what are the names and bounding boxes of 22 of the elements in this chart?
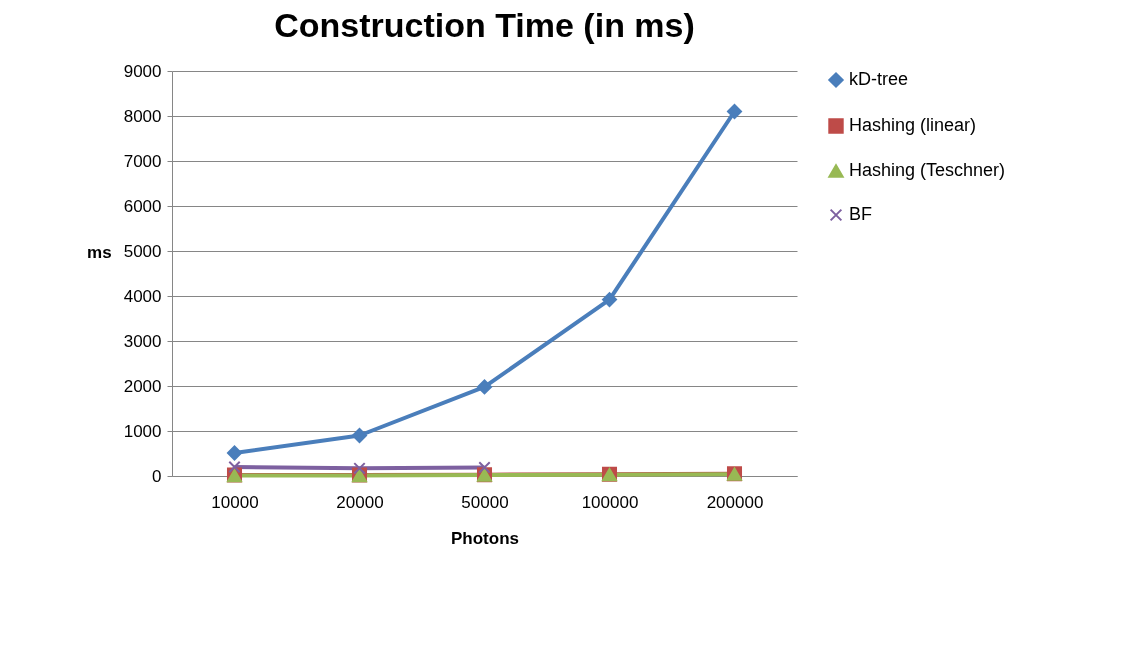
y-tick-label: 5000: [123, 241, 162, 261]
legend-label: Hashing (Teschner): [849, 160, 1006, 180]
y-tick-label: 0: [152, 466, 162, 486]
y-tick-label: 1000: [123, 421, 162, 441]
x-axis-title: Photons: [451, 528, 519, 548]
y-tick-label: 2000: [123, 376, 162, 396]
y-tick-label: 7000: [123, 151, 162, 171]
legend-label: BF: [849, 204, 873, 224]
y-tick-label: 8000: [123, 106, 162, 126]
x-tick-label: 200000: [706, 492, 764, 512]
x-tick-label: 50000: [461, 492, 509, 512]
y-tick-label: 4000: [123, 286, 162, 306]
legend-label: Hashing (linear): [849, 115, 977, 135]
x-tick-label: 100000: [581, 492, 639, 512]
y-tick-label: 6000: [123, 196, 162, 216]
x-tick-label: 20000: [336, 492, 384, 512]
chart-title: Construction Time (in ms): [274, 6, 695, 44]
x-tick-label: 10000: [211, 492, 259, 512]
y-tick-label: 3000: [123, 331, 162, 351]
legend-label: kD-tree: [849, 69, 909, 89]
y-axis-title: ms: [87, 242, 112, 262]
y-tick-label: 9000: [123, 61, 162, 81]
